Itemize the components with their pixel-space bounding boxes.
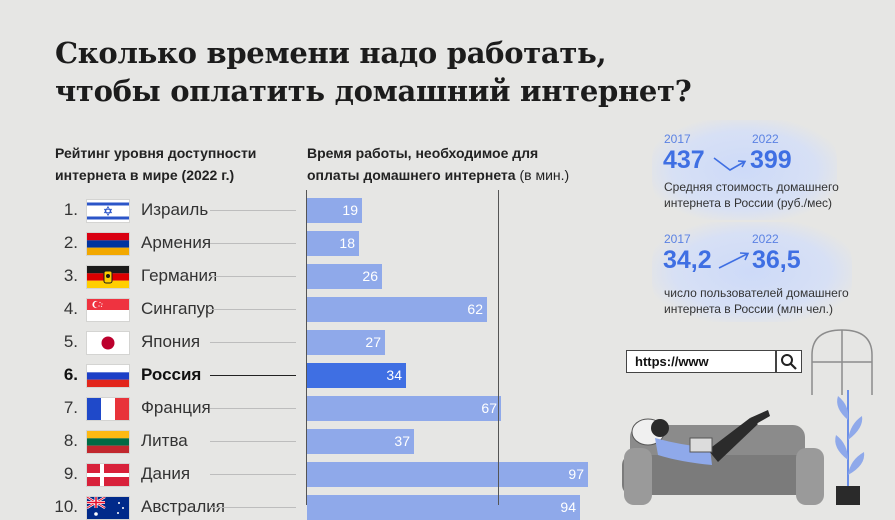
- country-label: Франция: [141, 398, 211, 417]
- country-label: Япония: [141, 332, 201, 351]
- bar: 94: [307, 495, 580, 520]
- cost-value-to: 399: [750, 146, 792, 174]
- time-column-header: Время работы, необходимое для оплаты дом…: [307, 142, 569, 186]
- rank-label: 4.: [63, 299, 78, 318]
- bar-value-label: 37: [394, 433, 410, 449]
- leader-line: [210, 243, 296, 244]
- users-year-to: 2022: [752, 232, 779, 246]
- bar-value-label: 62: [467, 301, 483, 317]
- bar: 62: [307, 297, 487, 322]
- country-label: Россия: [141, 365, 202, 384]
- users-description: число пользователей домашнего интернета …: [664, 285, 849, 317]
- bar: 37: [307, 429, 414, 454]
- users-value-from: 34,2: [663, 246, 712, 274]
- cost-arrow-icon: [713, 157, 747, 171]
- country-label: Израиль: [141, 200, 209, 219]
- person-on-sofa-illustration: [622, 329, 873, 505]
- leader-line: [210, 309, 296, 310]
- bar-value-label: 97: [568, 466, 584, 482]
- cost-year-to: 2022: [752, 132, 779, 146]
- bar-value-label: 94: [560, 499, 576, 515]
- reference-line: [498, 190, 499, 505]
- country-label: Армения: [141, 233, 212, 252]
- cost-year-from: 2017: [664, 132, 691, 146]
- russia-flag: [87, 365, 129, 387]
- person-shape: [631, 410, 770, 465]
- rank-header-line-1: Рейтинг уровня доступности: [55, 145, 257, 161]
- time-header-line-1: Время работы, необходимое для: [307, 145, 539, 161]
- leader-line: [210, 342, 296, 343]
- cost-stat-background: [652, 120, 837, 220]
- rank-label: 6.: [63, 365, 78, 384]
- users-description-line-1: число пользователей домашнего: [664, 286, 849, 300]
- bar-value-label: 34: [386, 367, 402, 383]
- country-label: Германия: [141, 266, 218, 285]
- cost-description-line-1: Средняя стоимость домашнего: [664, 180, 839, 194]
- time-header-line-2: оплаты домашнего интернета: [307, 167, 516, 183]
- window-shape: [811, 329, 873, 395]
- leader-line: [210, 441, 296, 442]
- title-line-2: чтобы оплатить домашний интернет?: [55, 74, 692, 108]
- bar: 34: [307, 363, 406, 388]
- cost-value-from: 437: [663, 146, 705, 174]
- bar: 67: [307, 396, 501, 421]
- leader-line: [210, 408, 296, 409]
- plant-shape: [835, 390, 865, 505]
- rank-column-header: Рейтинг уровня доступности интернета в м…: [55, 142, 256, 186]
- bar-value-label: 19: [342, 202, 358, 218]
- bar-value-label: 67: [481, 400, 497, 416]
- country-label: Дания: [141, 464, 191, 483]
- page-title: Сколько времени надо работать, чтобы опл…: [55, 34, 692, 110]
- armenia-flag: [87, 233, 129, 255]
- rank-label: 8.: [63, 431, 78, 450]
- bar: 19: [307, 198, 362, 223]
- cost-description-line-2: интернета в России (руб./мес): [664, 196, 833, 210]
- lithuania-flag: [87, 431, 129, 453]
- france-flag: [87, 398, 129, 420]
- bar: 27: [307, 330, 385, 355]
- cost-description: Средняя стоимость домашнего интернета в …: [664, 179, 839, 211]
- title-line-1: Сколько времени надо работать,: [55, 36, 607, 70]
- denmark-flag: [87, 464, 129, 486]
- time-header-unit: (в мин.): [519, 167, 570, 183]
- australia-flag: [87, 497, 129, 519]
- rank-header-line-2: интернета в мире (2022 г.): [55, 167, 235, 183]
- bar: 18: [307, 231, 359, 256]
- singapore-flag: [87, 299, 129, 321]
- country-label: Сингапур: [141, 299, 215, 318]
- users-year-from: 2017: [664, 232, 691, 246]
- leader-line: [210, 210, 296, 211]
- users-value-to: 36,5: [752, 246, 801, 274]
- rank-label: 9.: [63, 464, 78, 483]
- search-button: [776, 350, 802, 373]
- search-icon: [781, 354, 797, 370]
- bar-value-label: 27: [365, 334, 381, 350]
- rank-label: 10.: [54, 497, 78, 516]
- sofa-shape: [622, 425, 824, 505]
- leader-line: [210, 375, 296, 376]
- leader-line: [210, 507, 296, 508]
- users-description-line-2: интернета в России (млн чел.): [664, 302, 833, 316]
- germany-flag: [87, 266, 129, 288]
- url-bar: https://www: [626, 350, 776, 373]
- leader-line: [210, 474, 296, 475]
- japan-flag: [87, 332, 129, 354]
- rank-label: 3.: [63, 266, 78, 285]
- users-stat-background: [652, 222, 852, 322]
- bar-value-label: 18: [339, 235, 355, 251]
- users-arrow-icon: [718, 252, 750, 269]
- country-label: Литва: [141, 431, 188, 450]
- bar: 26: [307, 264, 382, 289]
- rank-label: 1.: [63, 200, 78, 219]
- rank-label: 7.: [63, 398, 78, 417]
- israel-flag: [87, 200, 129, 222]
- axis-line: [306, 190, 307, 505]
- bar: 97: [307, 462, 588, 487]
- rank-label: 5.: [63, 332, 78, 351]
- leader-line: [210, 276, 296, 277]
- rank-label: 2.: [63, 233, 78, 252]
- bar-value-label: 26: [362, 268, 378, 284]
